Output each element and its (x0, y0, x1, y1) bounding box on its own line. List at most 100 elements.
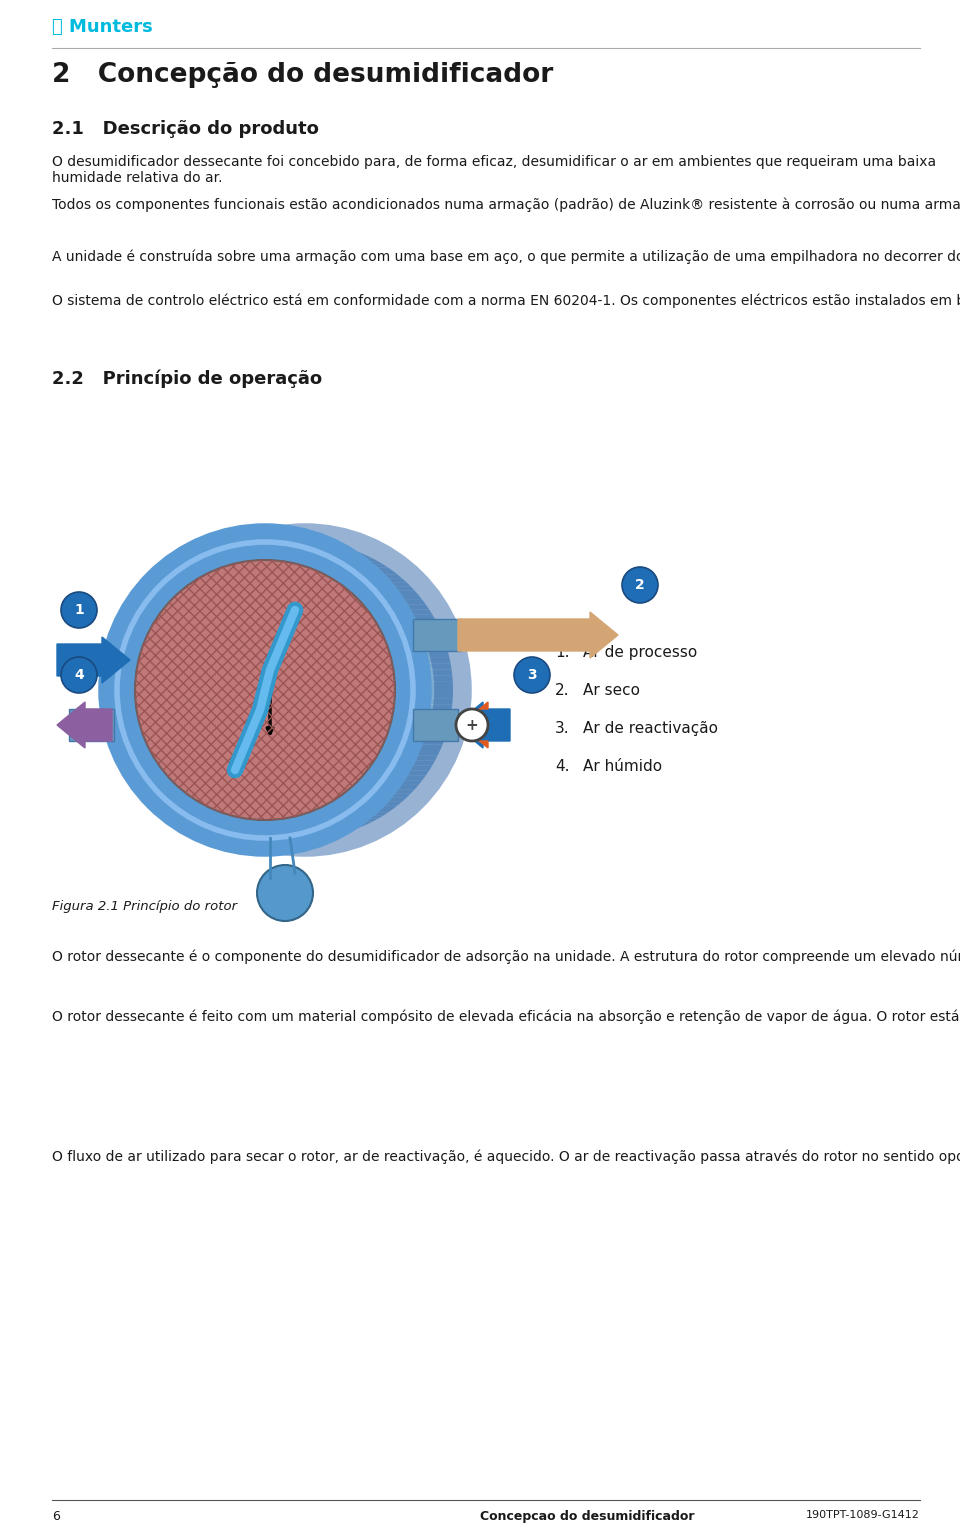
Text: 2.: 2. (555, 683, 569, 699)
Polygon shape (393, 614, 435, 619)
Text: 2.2   Princípio de operação: 2.2 Princípio de operação (52, 371, 323, 389)
Polygon shape (393, 760, 435, 766)
Polygon shape (382, 599, 426, 605)
Polygon shape (371, 789, 415, 794)
FancyArrow shape (460, 702, 488, 748)
Polygon shape (400, 745, 443, 751)
FancyArrow shape (57, 637, 130, 683)
Text: O desumidificador dessecante foi concebido para, de forma eficaz, desumidificar : O desumidificador dessecante foi concebi… (52, 155, 936, 185)
Polygon shape (344, 812, 388, 815)
Polygon shape (410, 717, 450, 722)
Text: 6: 6 (52, 1511, 60, 1523)
Polygon shape (353, 806, 397, 809)
Polygon shape (317, 826, 362, 829)
Text: Figura 2.1 Princípio do rotor: Figura 2.1 Princípio do rotor (52, 899, 237, 913)
Polygon shape (367, 794, 411, 798)
Polygon shape (333, 818, 378, 821)
Text: O rotor dessecante é feito com um material compósito de elevada eficácia na abso: O rotor dessecante é feito com um materi… (52, 1010, 960, 1025)
Circle shape (61, 657, 97, 692)
Polygon shape (371, 587, 415, 591)
Bar (413, 619, 461, 651)
Circle shape (514, 657, 550, 692)
Polygon shape (323, 553, 368, 556)
Polygon shape (311, 550, 357, 552)
Polygon shape (327, 556, 373, 559)
Polygon shape (378, 780, 422, 784)
Polygon shape (348, 809, 393, 812)
Text: 4: 4 (74, 668, 84, 682)
Polygon shape (412, 669, 452, 676)
Polygon shape (374, 591, 419, 594)
Polygon shape (404, 640, 446, 647)
Polygon shape (404, 734, 446, 738)
Text: 2.1   Descrição do produto: 2.1 Descrição do produto (52, 119, 319, 138)
Polygon shape (396, 619, 438, 625)
Polygon shape (327, 821, 373, 824)
Polygon shape (382, 775, 426, 780)
Polygon shape (412, 699, 453, 705)
Text: 2   Concepção do desumidificador: 2 Concepção do desumidificador (52, 61, 553, 87)
Bar (413, 709, 458, 741)
Polygon shape (311, 829, 357, 830)
Polygon shape (358, 574, 402, 578)
Polygon shape (338, 815, 383, 818)
FancyArrow shape (455, 702, 510, 748)
Polygon shape (397, 751, 441, 755)
Polygon shape (305, 548, 351, 550)
Text: O rotor dessecante é o componente do desumidificador de adsorção na unidade. A e: O rotor dessecante é o componente do des… (52, 950, 960, 965)
Polygon shape (362, 798, 406, 801)
Polygon shape (406, 728, 448, 734)
Polygon shape (411, 663, 451, 669)
Polygon shape (344, 564, 388, 567)
Text: Ar de processo: Ar de processo (583, 645, 697, 660)
Text: O fluxo de ar utilizado para secar o rotor, ar de reactivação, é aquecido. O ar : O fluxo de ar utilizado para secar o rot… (52, 1151, 960, 1164)
Text: 190TPT-1089-G1412: 190TPT-1089-G1412 (806, 1511, 920, 1520)
Text: O sistema de controlo eléctrico está em conformidade com a norma EN 60204-1. Os : O sistema de controlo eléctrico está em … (52, 293, 960, 308)
Text: Ar de reactivação: Ar de reactivação (583, 722, 718, 735)
Text: 1.: 1. (555, 645, 569, 660)
Polygon shape (378, 594, 422, 599)
Circle shape (135, 561, 395, 820)
Polygon shape (389, 610, 432, 614)
Polygon shape (367, 582, 411, 587)
FancyArrow shape (458, 611, 618, 659)
Polygon shape (400, 630, 443, 636)
Polygon shape (406, 647, 448, 653)
Polygon shape (305, 830, 351, 832)
Text: 1: 1 (74, 604, 84, 617)
Text: Concepcao do desumidificador: Concepcao do desumidificador (480, 1511, 694, 1523)
Polygon shape (323, 824, 368, 826)
Polygon shape (386, 605, 429, 610)
Polygon shape (410, 657, 450, 663)
Polygon shape (389, 766, 432, 771)
Polygon shape (386, 771, 429, 775)
Text: +: + (466, 717, 478, 732)
Polygon shape (396, 755, 438, 760)
Text: 2: 2 (636, 578, 645, 591)
Polygon shape (413, 682, 453, 686)
Text: Todos os componentes funcionais estão acondicionados numa armação (padrão) de Al: Todos os componentes funcionais estão ac… (52, 198, 960, 213)
Text: 3: 3 (527, 668, 537, 682)
Polygon shape (358, 801, 402, 806)
Polygon shape (362, 578, 406, 582)
Polygon shape (353, 571, 397, 574)
FancyArrow shape (57, 702, 112, 748)
Polygon shape (338, 561, 383, 564)
Polygon shape (408, 722, 449, 728)
Text: A unidade é construída sobre uma armação com uma base em aço, o que permite a ut: A unidade é construída sobre uma armação… (52, 250, 960, 265)
Polygon shape (402, 636, 444, 640)
Polygon shape (374, 784, 419, 789)
Polygon shape (348, 567, 393, 571)
Polygon shape (413, 686, 453, 692)
Text: Ar seco: Ar seco (583, 683, 640, 699)
Text: 3.: 3. (555, 722, 569, 735)
Polygon shape (333, 559, 378, 561)
Circle shape (61, 591, 97, 628)
Circle shape (456, 709, 488, 741)
Polygon shape (413, 692, 453, 699)
Text: Ar húmido: Ar húmido (583, 758, 662, 774)
Polygon shape (397, 625, 441, 630)
Polygon shape (317, 552, 362, 553)
Circle shape (257, 866, 313, 921)
Polygon shape (412, 705, 452, 711)
